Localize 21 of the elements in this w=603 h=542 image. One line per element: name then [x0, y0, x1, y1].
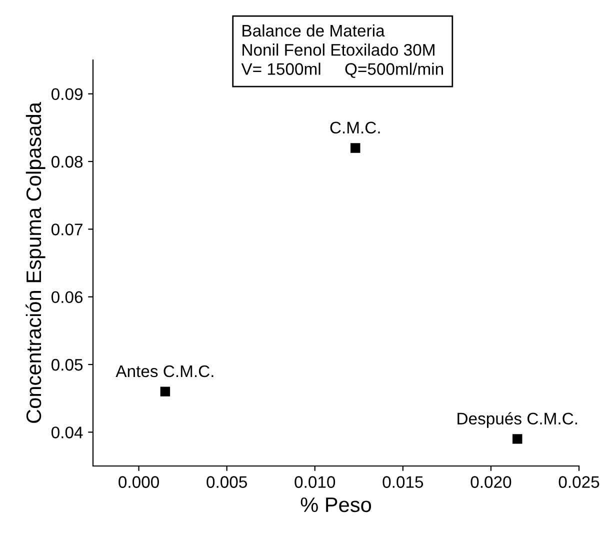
annotation: C.M.C. [330, 122, 380, 134]
y-tick-label: 0.08 [51, 156, 83, 168]
y-tick-label: 0.04 [51, 426, 83, 438]
point [350, 143, 360, 153]
x-tick-label: 0.020 [470, 476, 512, 488]
x-tick-label: 0.000 [118, 476, 159, 488]
point [512, 434, 522, 444]
y-tick-label: 0.05 [51, 358, 83, 371]
y-tick-label: 0.09 [51, 88, 82, 100]
annotation: Después C.M.C. [458, 412, 577, 428]
x-axis-title: % Peso [300, 497, 372, 512]
annotation: Antes C.M.C. [116, 365, 214, 378]
x-tick-label: 0.010 [294, 476, 336, 488]
x-tick-label: 0.015 [382, 476, 424, 488]
y-tick-label: 0.06 [51, 291, 83, 304]
x-tick-label: 0.005 [206, 476, 247, 488]
y-tick-label: 0.07 [51, 224, 82, 236]
x-tick-label: 0.025 [558, 476, 600, 488]
y-axis-title: Concentración Espuma Colpasada [26, 102, 46, 423]
point [160, 386, 170, 396]
annotation: Balance de Materia Nonil Fenol Etoxilado 30M V= 1500ml Q=500ml/min [241, 24, 443, 78]
